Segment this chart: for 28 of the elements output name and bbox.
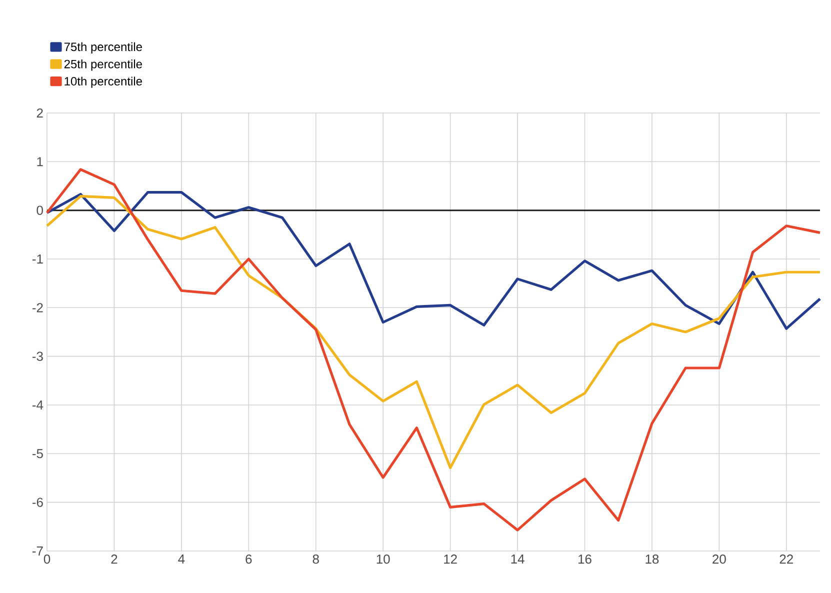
x-tick-label: 4: [178, 554, 185, 564]
y-tick-label: -6: [32, 498, 43, 507]
y-tick-label: 2: [36, 108, 43, 118]
legend-label: 75th percentile: [64, 42, 142, 54]
line-series: [46, 168, 822, 532]
x-tick-label: 14: [511, 554, 524, 564]
y-tick-label: -2: [32, 303, 43, 312]
y-tick-label: 1: [37, 157, 43, 166]
x-tick-label: 6: [246, 554, 252, 564]
x-tick-label: 8: [312, 554, 319, 564]
x-tick-label: 22: [780, 554, 793, 564]
y-tick-label: -5: [32, 449, 43, 458]
y-tick-label: -7: [32, 546, 43, 556]
legend-label: 10th percentile: [64, 76, 142, 88]
y-tick-label: -4: [32, 400, 44, 410]
x-tick-label: 0: [44, 554, 50, 564]
y-tick-label: -1: [32, 254, 43, 264]
x-tick-label: 10: [376, 554, 390, 564]
line-series: [46, 194, 822, 470]
line-series: [46, 191, 822, 330]
x-tick-label: 20: [712, 554, 726, 564]
x-tick-label: 18: [646, 554, 659, 564]
x-tick-label: 2: [111, 554, 118, 564]
legend-label: 25th percentile: [64, 60, 142, 71]
y-tick-label: 0: [36, 206, 43, 215]
y-tick-label: -3: [32, 352, 43, 361]
x-tick-label: 16: [578, 554, 592, 564]
x-tick-label: 12: [444, 554, 457, 564]
